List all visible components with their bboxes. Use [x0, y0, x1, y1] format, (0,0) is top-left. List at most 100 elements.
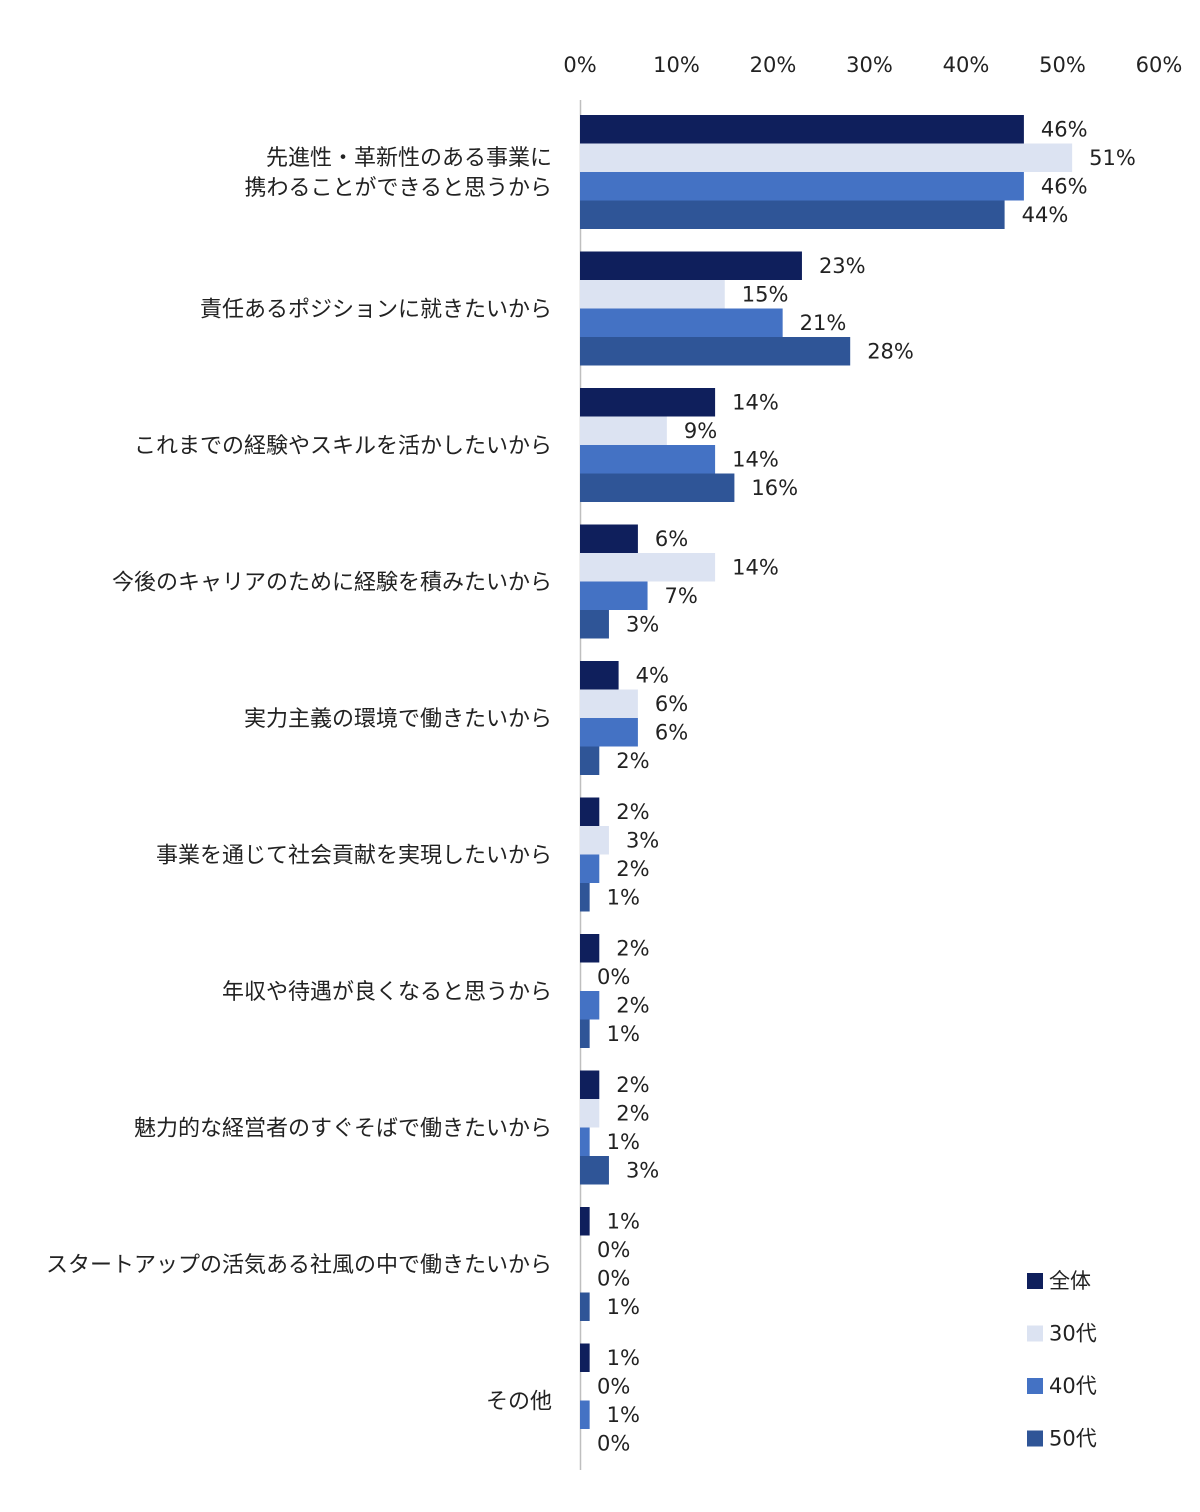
data-label: 21% [800, 311, 847, 335]
data-label: 4% [636, 663, 669, 687]
data-label: 2% [616, 1073, 649, 1097]
category-label: 責任あるポジションに就きたいから [200, 298, 552, 323]
bar [580, 581, 648, 610]
data-label: 14% [732, 447, 779, 471]
data-label: 2% [616, 800, 649, 824]
data-label: 6% [655, 720, 688, 744]
data-label: 2% [616, 857, 649, 881]
data-label: 0% [597, 1238, 630, 1262]
bar [580, 1127, 590, 1156]
legend-label: 40代 [1049, 1374, 1097, 1398]
x-tick-label: 10% [653, 53, 700, 77]
data-label: 1% [607, 1346, 640, 1370]
bar [580, 473, 735, 502]
bar [580, 1019, 590, 1048]
data-label: 14% [732, 390, 779, 414]
category-label: 事業を通じて社会貢献を実現したいから [156, 844, 552, 869]
data-label: 23% [819, 254, 866, 278]
bar [580, 826, 609, 855]
data-label: 1% [607, 1295, 640, 1319]
data-label: 1% [607, 1130, 640, 1154]
data-label: 15% [742, 282, 789, 306]
data-label: 1% [607, 1403, 640, 1427]
bar [580, 1207, 590, 1236]
data-label: 6% [655, 692, 688, 716]
category-label: 年収や待遇が良くなると思うから [222, 980, 552, 1005]
bar [580, 854, 600, 883]
legend-swatch [1027, 1273, 1043, 1289]
bar [580, 445, 716, 474]
bar [580, 524, 638, 553]
bar [580, 337, 851, 366]
category-label: その他 [486, 1390, 552, 1415]
bar [580, 200, 1005, 229]
bar [580, 143, 1073, 172]
data-label: 1% [607, 885, 640, 909]
category-label: スタートアップの活気ある社風の中で働きたいから [46, 1253, 552, 1278]
bar [580, 689, 638, 718]
bar [580, 1099, 600, 1128]
data-label: 51% [1089, 146, 1136, 170]
bar [580, 746, 600, 775]
bar [580, 251, 802, 280]
x-tick-label: 50% [1039, 53, 1086, 77]
data-label: 14% [732, 555, 779, 579]
bar [580, 1156, 609, 1185]
bar [580, 718, 638, 747]
bar [580, 1343, 590, 1372]
category-label: 今後のキャリアのために経験を積みたいから [112, 571, 552, 596]
bar [580, 934, 600, 963]
data-label: 46% [1041, 117, 1088, 141]
data-label: 2% [616, 993, 649, 1017]
legend-label: 全体 [1049, 1269, 1091, 1293]
legend-swatch [1027, 1378, 1043, 1394]
bar [580, 610, 609, 639]
bar [580, 308, 783, 337]
x-tick-label: 20% [750, 53, 797, 77]
category-label: 実力主義の環境で働きたいから [244, 707, 552, 732]
bar [580, 115, 1024, 144]
x-tick-label: 40% [943, 53, 990, 77]
bar [580, 553, 716, 582]
data-label: 2% [616, 1101, 649, 1125]
data-label: 16% [751, 476, 798, 500]
x-tick-label: 60% [1136, 53, 1183, 77]
data-label: 7% [665, 584, 698, 608]
bar [580, 797, 600, 826]
data-label: 0% [597, 1266, 630, 1290]
bar [580, 416, 667, 445]
data-label: 1% [607, 1209, 640, 1233]
bar [580, 661, 619, 690]
bar [580, 280, 725, 309]
data-label: 44% [1022, 203, 1069, 227]
data-label: 9% [684, 419, 717, 443]
legend-swatch [1027, 1325, 1043, 1342]
data-label: 3% [626, 612, 659, 636]
bar [580, 991, 600, 1020]
bar [580, 1400, 590, 1429]
data-label: 3% [626, 1158, 659, 1182]
x-tick-label: 30% [846, 53, 893, 77]
category-label: これまでの経験やスキルを活かしたいから [134, 434, 552, 459]
data-label: 0% [597, 1374, 630, 1398]
data-label: 6% [655, 527, 688, 551]
data-label: 0% [597, 1431, 630, 1455]
x-tick-label: 0% [563, 53, 596, 77]
category-label: 携わることができると思うから [244, 176, 552, 201]
category-label: 魅力的な経営者のすぐそばで働きたいから [134, 1117, 552, 1142]
bar [580, 388, 716, 417]
data-label: 0% [597, 965, 630, 989]
legend-label: 50代 [1049, 1427, 1097, 1451]
data-label: 3% [626, 828, 659, 852]
bar [580, 1070, 600, 1099]
data-label: 2% [616, 749, 649, 773]
data-label: 1% [607, 1022, 640, 1046]
bar [580, 883, 590, 912]
legend-swatch [1027, 1430, 1043, 1447]
category-label: 先進性・革新性のある事業に [266, 146, 552, 171]
data-label: 2% [616, 936, 649, 960]
legend-label: 30代 [1049, 1322, 1097, 1346]
bar [580, 172, 1024, 201]
data-label: 46% [1041, 174, 1088, 198]
